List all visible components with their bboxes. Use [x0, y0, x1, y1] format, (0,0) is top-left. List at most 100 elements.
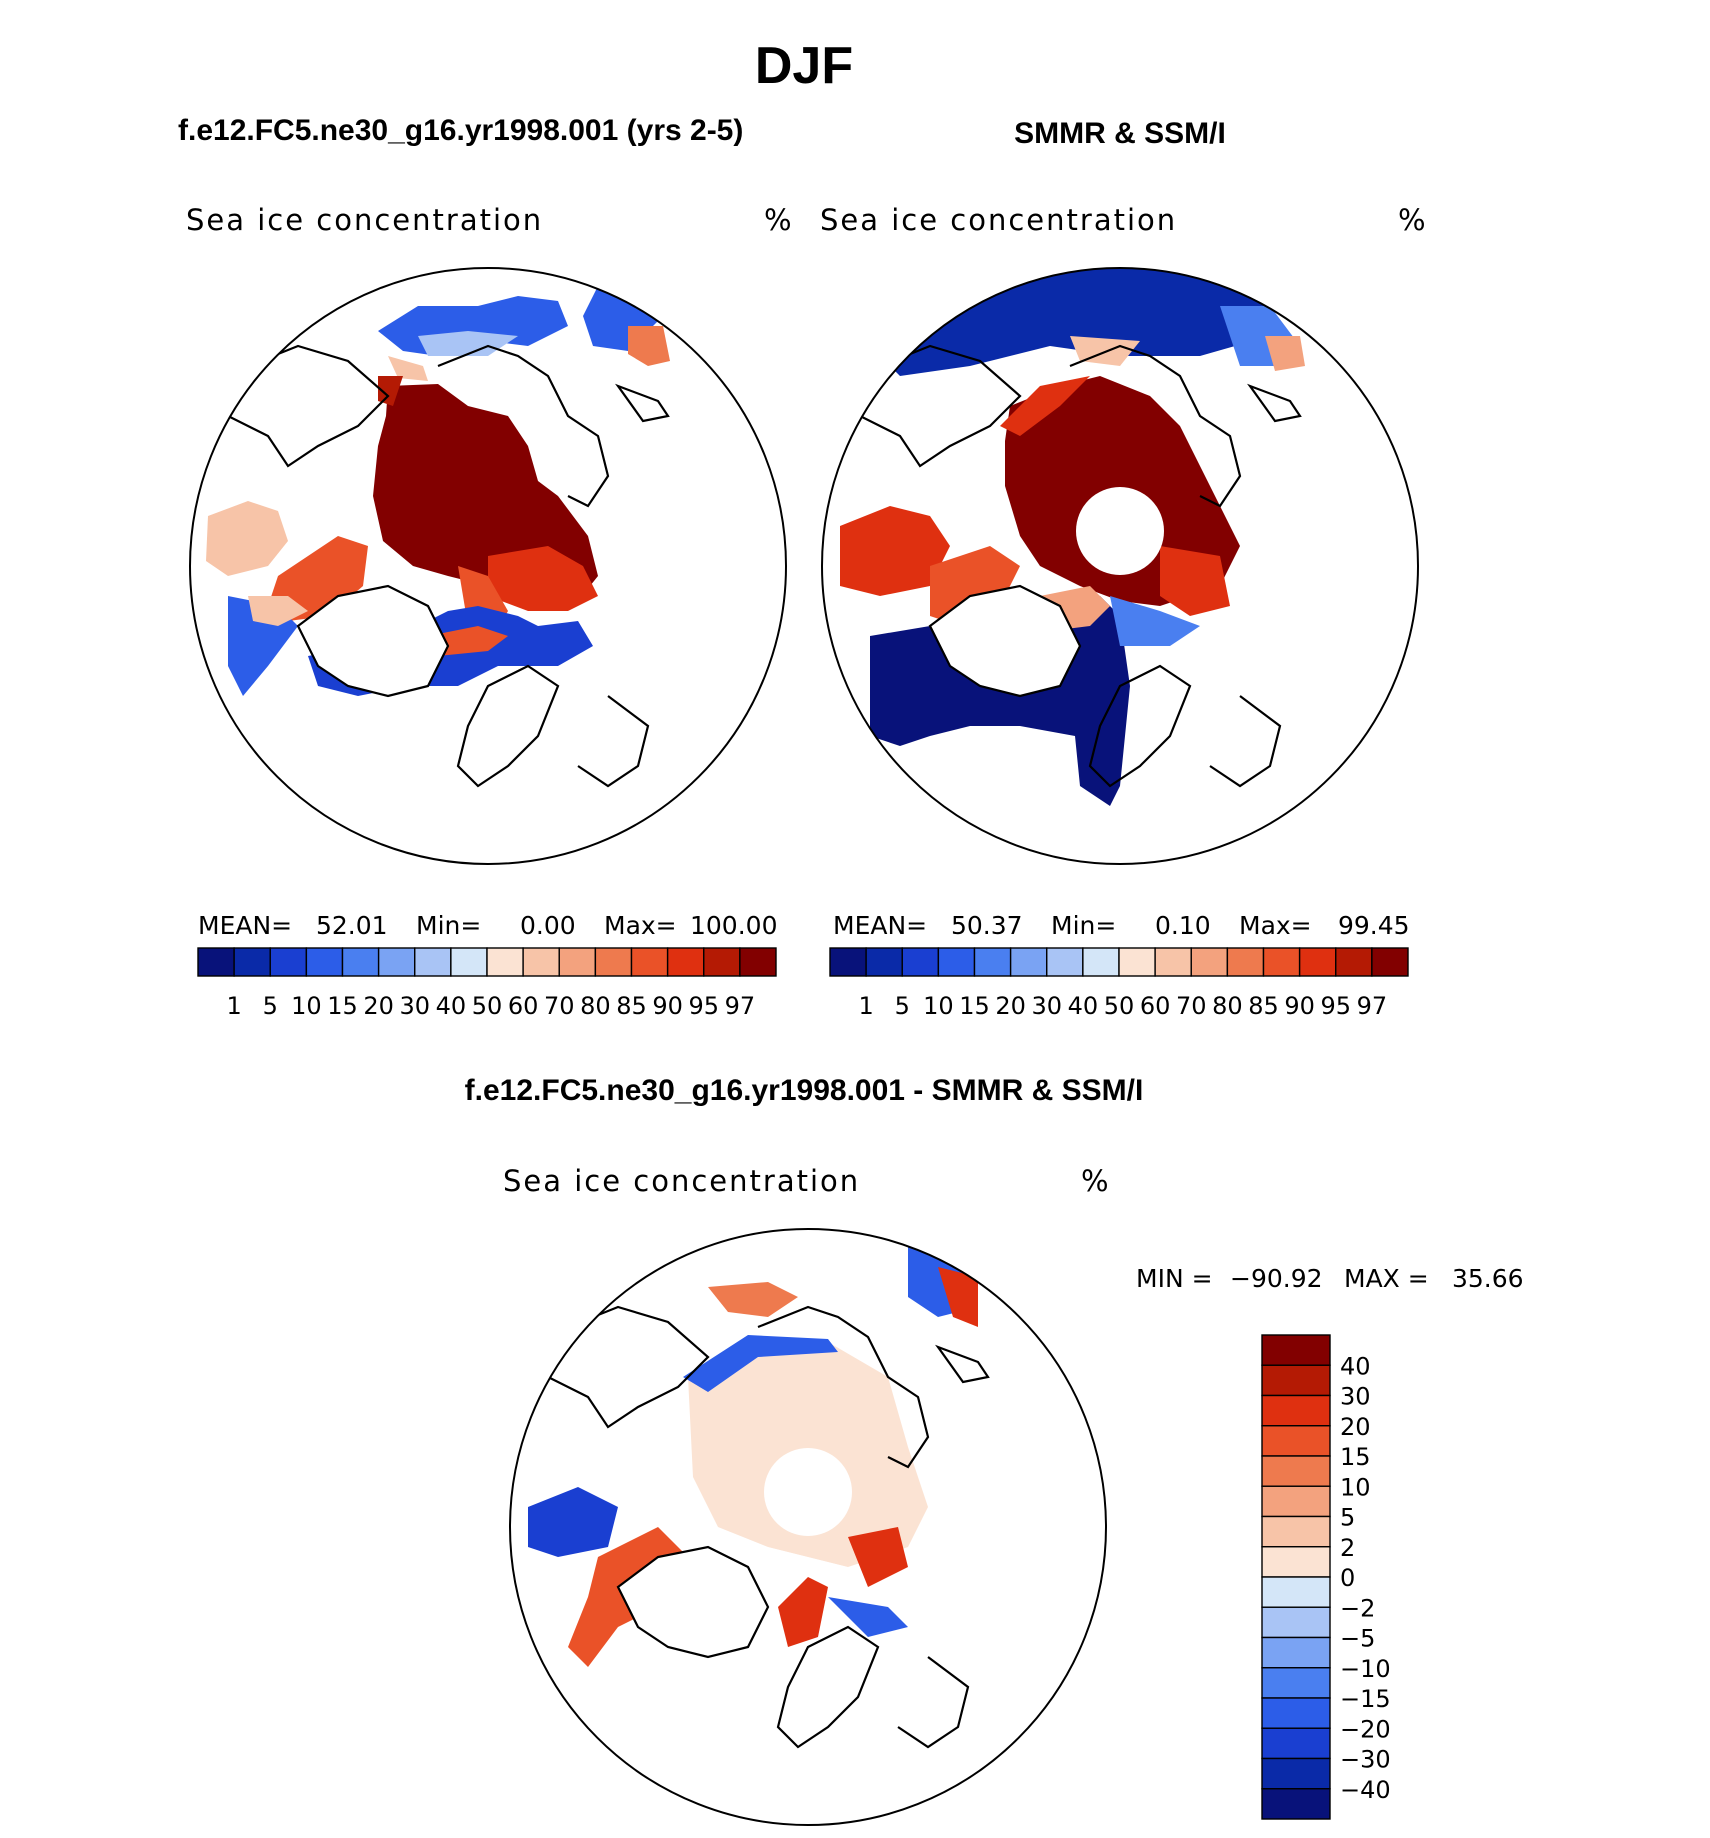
colorbar-swatch: [1226, 947, 1265, 977]
colorbar-swatch: [901, 947, 940, 977]
ice-field: [628, 326, 670, 366]
season-title: DJF: [755, 37, 853, 95]
colorbar-swatch: [1335, 947, 1373, 977]
greenland-outline: [296, 584, 450, 698]
colorbar-swatch: [1082, 947, 1120, 977]
colorbar-tick-label: 40: [1068, 992, 1099, 1020]
ice-field: [848, 1527, 908, 1587]
colorbar-swatch: [594, 947, 633, 977]
colorbar-swatch: [197, 947, 235, 977]
colorbar-tick-label: 40: [1340, 1352, 1371, 1380]
map-boundary: [821, 267, 1419, 865]
colorbar-swatch: [233, 947, 271, 977]
colorbar-swatch: [1371, 947, 1409, 977]
panel-2-stats: MEAN= 50.37 Min= 0.10 Max= 99.45: [833, 911, 1410, 940]
max-label: MAX =: [1344, 1264, 1429, 1293]
canada-coast-outline: [858, 344, 1022, 468]
colorbar-tick-label: 97: [725, 992, 756, 1020]
colorbar-tick-label: 20: [363, 992, 394, 1020]
scandinavia-outline: [776, 1625, 880, 1749]
colorbar-tick-label: 2: [1340, 1534, 1355, 1562]
ice-field: [206, 501, 288, 576]
colorbar-tick-label: −15: [1340, 1685, 1391, 1713]
ice-field: [418, 331, 518, 356]
ice-field: [1265, 336, 1305, 371]
colorbar-tick-label: −10: [1340, 1655, 1391, 1683]
colorbar-tick-label: 20: [1340, 1413, 1371, 1441]
colorbar-tick-label: 70: [1176, 992, 1207, 1020]
colorbar-tick-label: 1: [226, 992, 241, 1020]
colorbar-swatch: [1261, 1485, 1331, 1518]
colorbar-tick-label: 5: [1340, 1504, 1355, 1532]
colorbar-swatch: [1261, 1515, 1331, 1548]
island-outline: [1247, 383, 1302, 423]
colorbar-tick-label: 60: [1140, 992, 1171, 1020]
colorbar-observations: 1 5 10 15 20 30 40 50 60 70 80 85 90 95 97: [829, 947, 1409, 1020]
colorbar-swatch: [630, 947, 669, 977]
colorbar-swatch: [1261, 1394, 1331, 1427]
colorbar-tick-label: 70: [544, 992, 575, 1020]
panel-3-title: f.e12.FC5.ne30_g16.yr1998.001 - SMMR & S…: [465, 1074, 1144, 1107]
colorbar-swatch: [666, 947, 705, 977]
colorbar-swatch: [486, 947, 524, 977]
colorbar-tick-label: 90: [1284, 992, 1315, 1020]
mean-label: MEAN=: [833, 911, 927, 940]
ice-field: [840, 506, 950, 596]
canada-coast-outline: [546, 1305, 710, 1429]
colorbar-tick-label: 40: [436, 992, 467, 1020]
ice-field: [778, 1577, 828, 1647]
colorbar-tick-label: 50: [1104, 992, 1135, 1020]
map-boundary: [509, 1228, 1107, 1826]
panel-2-variable-label: Sea ice concentration: [820, 203, 1177, 237]
max-label: Max=: [1239, 911, 1312, 940]
colorbar-swatch: [1261, 1757, 1331, 1790]
colorbar-swatch: [1261, 1425, 1331, 1457]
panel-2-units-label: %: [1398, 203, 1426, 237]
ice-field: [248, 596, 308, 626]
scandinavia-outline: [456, 664, 560, 788]
colorbar-tick-label: 10: [291, 992, 322, 1020]
ice-field: [938, 1267, 978, 1327]
map-observations: [821, 267, 1419, 865]
mean-value: 52.01: [316, 911, 388, 940]
max-value: 35.66: [1452, 1264, 1524, 1293]
panel-3-variable-label: Sea ice concentration: [503, 1164, 860, 1198]
colorbar-swatch: [1046, 947, 1084, 977]
colorbar-tick-label: 80: [580, 992, 611, 1020]
colorbar-tick-label: 85: [1248, 992, 1279, 1020]
colorbar-tick-label: 30: [1031, 992, 1062, 1020]
panel-3-units-label: %: [1081, 1164, 1109, 1198]
colorbar-tick-label: 15: [1340, 1443, 1371, 1471]
colorbar-tick-label: 1: [858, 992, 873, 1020]
min-label: MIN =: [1136, 1264, 1213, 1293]
colorbar-swatch: [865, 947, 903, 977]
colorbar-tick-label: −5: [1340, 1625, 1375, 1653]
colorbar-swatch: [1261, 1455, 1331, 1487]
colorbar-tick-label: 80: [1212, 992, 1243, 1020]
colorbar-swatch: [829, 947, 867, 977]
colorbar-tick-label: 20: [995, 992, 1026, 1020]
colorbar-tick-label: 97: [1357, 992, 1388, 1020]
colorbar-swatch: [973, 947, 1012, 977]
panel-1-stats: MEAN= 52.01 Min= 0.00 Max= 100.00: [198, 911, 777, 940]
min-label: Min=: [416, 911, 481, 940]
colorbar-swatch: [1298, 947, 1337, 977]
colorbar-swatch: [1262, 947, 1301, 977]
greenland-outline: [928, 584, 1082, 698]
colorbar-swatch: [1261, 1667, 1331, 1699]
colorbar-tick-label: 10: [923, 992, 954, 1020]
colorbar-tick-label: 15: [959, 992, 990, 1020]
colorbar-swatch: [522, 947, 560, 977]
ice-field: [1000, 376, 1090, 436]
min-value: −90.92: [1230, 1264, 1323, 1293]
ice-field: [1160, 546, 1230, 616]
pole-hole: [1076, 487, 1164, 575]
map-boundary: [189, 267, 787, 865]
colorbar-swatch: [1261, 1697, 1331, 1729]
colorbar-tick-label: −40: [1340, 1776, 1391, 1804]
ice-field: [683, 1335, 838, 1392]
ice-field: [708, 1282, 798, 1317]
europe-coast-outline: [577, 695, 650, 788]
